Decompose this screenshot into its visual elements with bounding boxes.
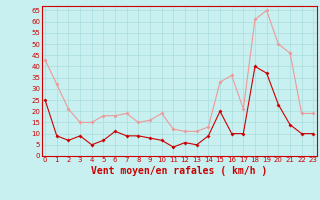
X-axis label: Vent moyen/en rafales ( km/h ): Vent moyen/en rafales ( km/h ) (91, 166, 267, 176)
